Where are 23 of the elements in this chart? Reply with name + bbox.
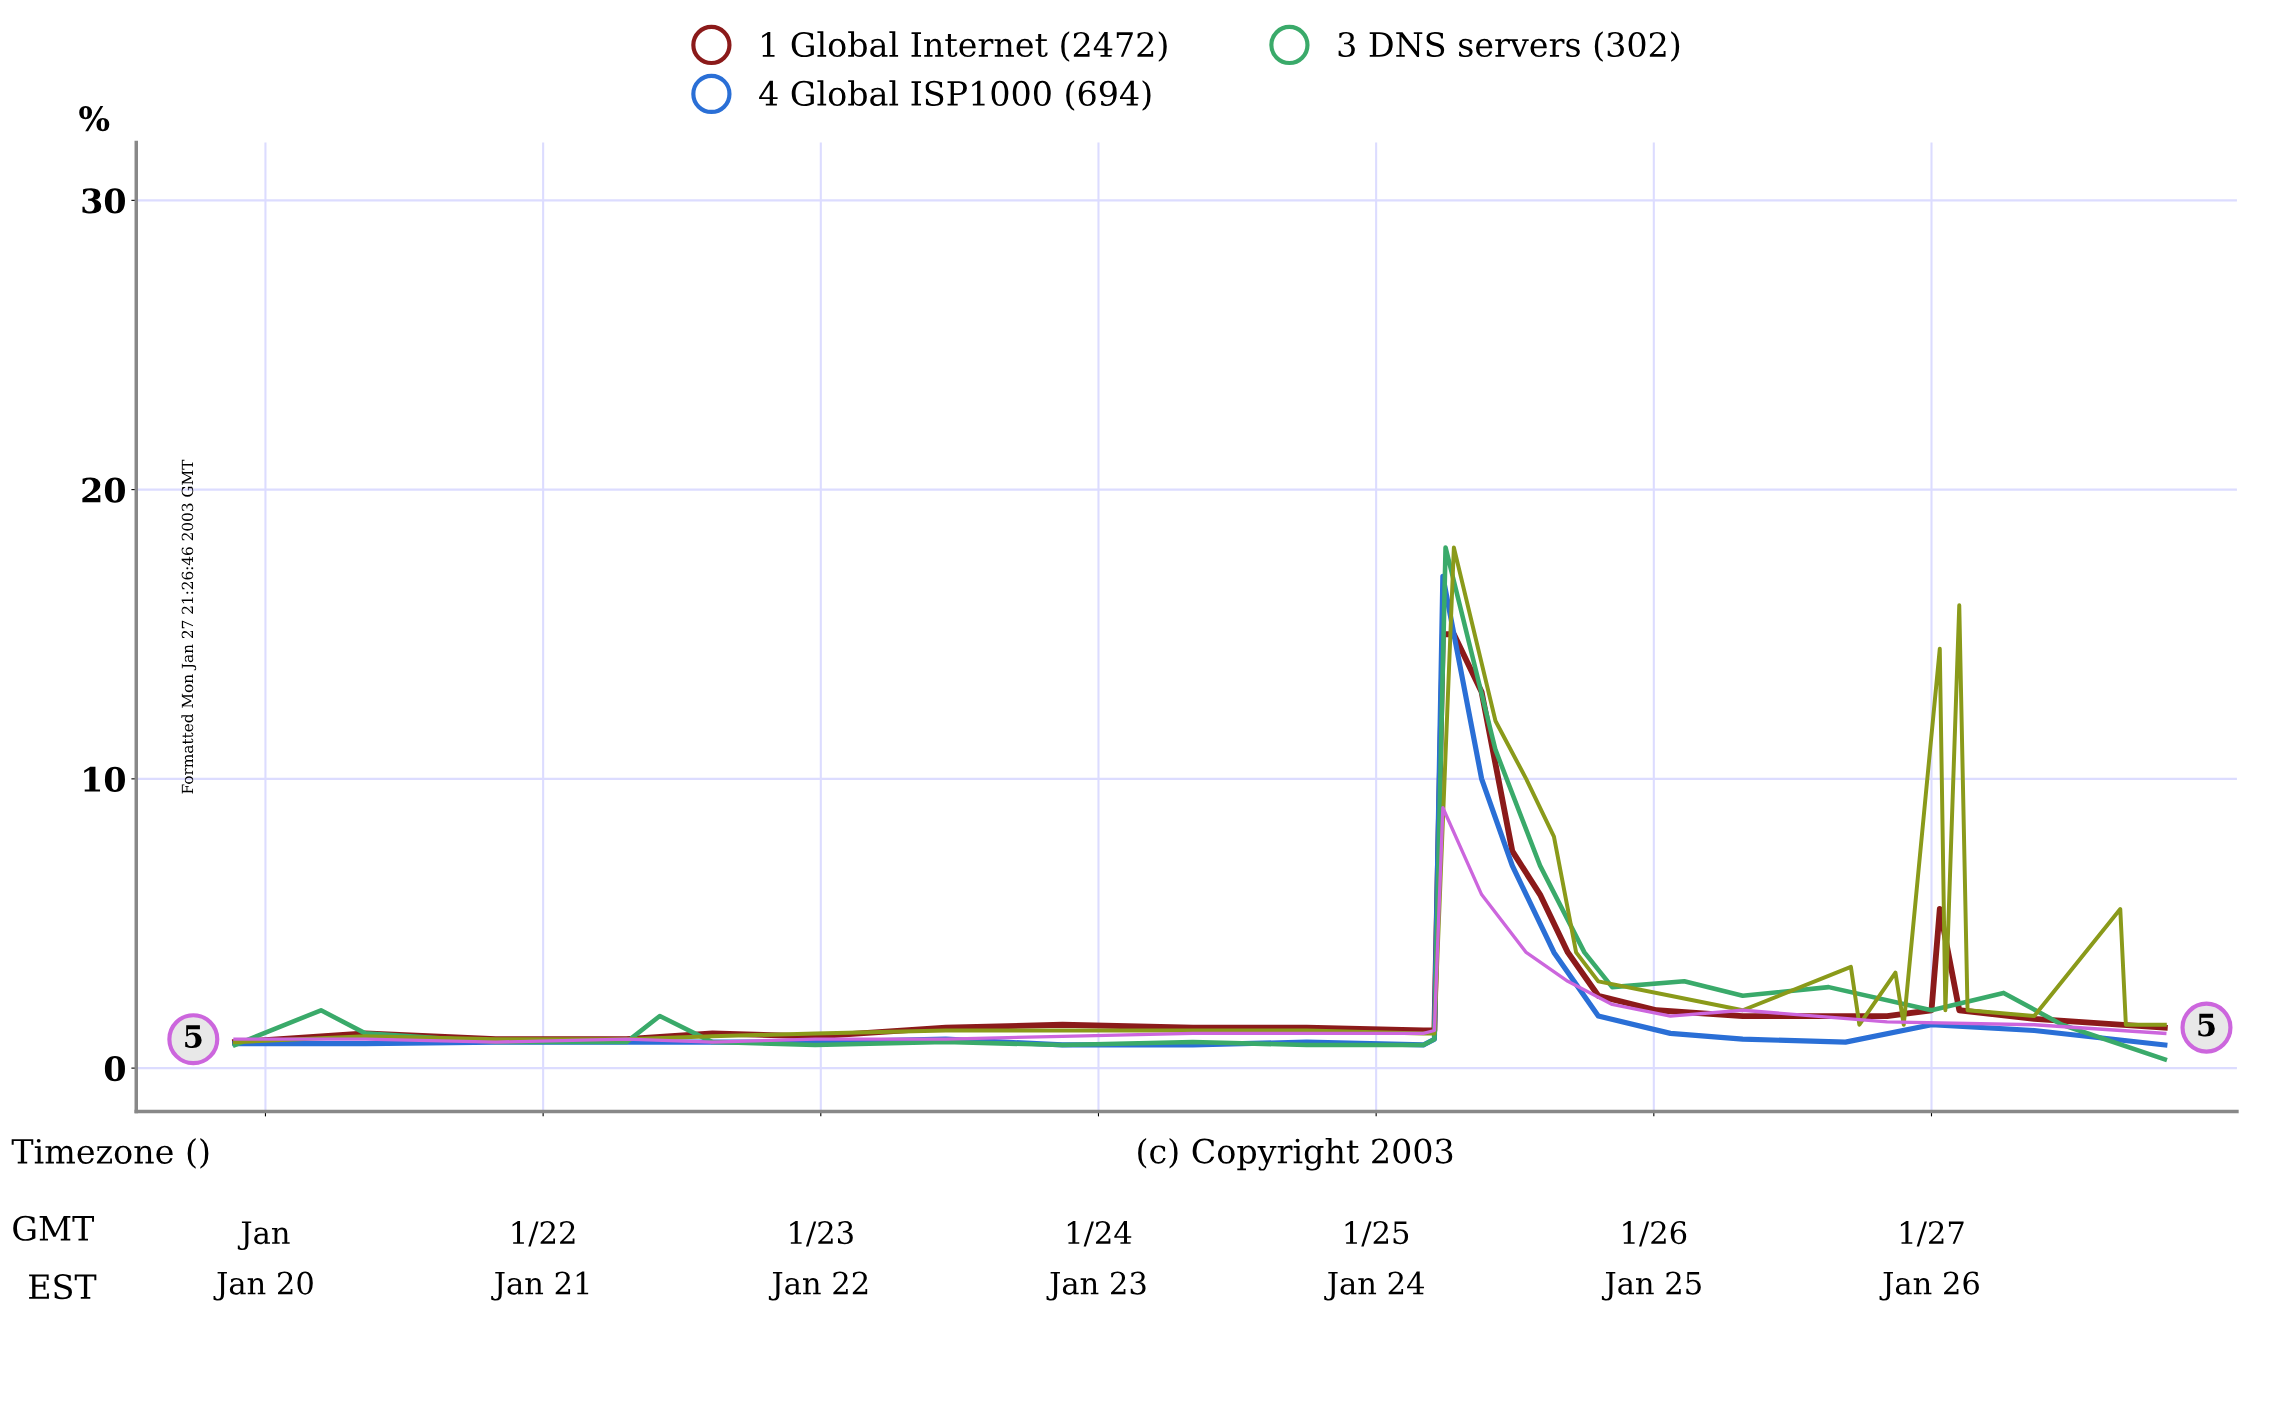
text: EST (29, 1274, 97, 1300)
legend-label: 4 Global ISP1000 (694) (759, 80, 1151, 111)
line-series (233, 806, 2167, 1044)
text: Timezone () (11, 1138, 209, 1169)
y-tick-label: 20 (82, 477, 125, 503)
x-tick-label: 1/22 Jan 21 (491, 1221, 589, 1301)
legend-label: 3 DNS servers (302) (1338, 31, 1680, 62)
text: (c) Copyright 2003 (1138, 1137, 1453, 1171)
x-tick-label: Jan Jan 20 (213, 1221, 313, 1301)
x-tick-label: 1/26 Jan 25 (1601, 1221, 1701, 1301)
annotation: Formatted Mon Jan 27 21:26:46 2003 GMT (181, 459, 197, 794)
annotation: 5 (185, 1025, 202, 1049)
x-tick-label: 1/27 Jan 26 (1879, 1221, 1979, 1301)
annotation: 5 (2198, 1013, 2215, 1037)
y-tick-label: 0 (104, 1056, 125, 1082)
x-tick-label: 1/24 Jan 23 (1046, 1221, 1146, 1301)
y-axis-title: % (79, 105, 110, 132)
x-tick-label: 1/25 Jan 24 (1324, 1221, 1424, 1301)
x-tick-label: 1/23 Jan 22 (768, 1221, 868, 1301)
y-tick-label: 30 (82, 188, 125, 214)
legend-label: 1 Global Internet (2472) (762, 31, 1167, 62)
text: GMT (13, 1215, 95, 1241)
y-tick-label: 10 (84, 766, 125, 792)
